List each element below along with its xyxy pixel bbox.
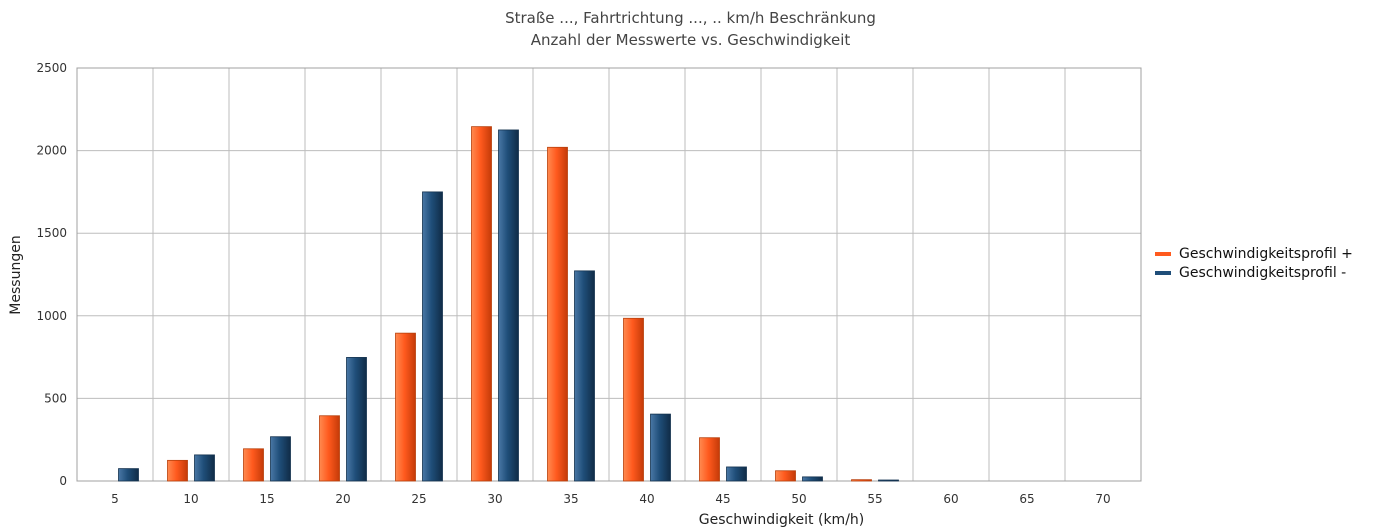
legend-label-minus: Geschwindigkeitsprofil - <box>1179 264 1347 281</box>
chart-subtitle: Anzahl der Messwerte vs. Geschwindigkeit <box>530 31 851 49</box>
legend-swatch-minus <box>1155 270 1171 275</box>
legend-item-minus: Geschwindigkeitsprofil - <box>1155 263 1353 282</box>
bar-minus <box>270 436 291 482</box>
bar-minus <box>802 476 823 482</box>
y-tick-label: 1000 <box>36 309 67 323</box>
bar-plus <box>319 415 340 482</box>
x-tick-label: 70 <box>1095 492 1110 506</box>
legend-swatch-plus <box>1155 251 1171 256</box>
bar-minus <box>194 454 215 482</box>
bar-plus <box>395 332 416 482</box>
bar-minus <box>498 129 519 482</box>
legend-item-plus: Geschwindigkeitsprofil + <box>1155 244 1353 263</box>
plot-frame <box>76 67 1142 482</box>
bar-minus <box>726 466 747 482</box>
x-tick-label: 25 <box>411 492 426 506</box>
bar-minus <box>118 468 139 482</box>
y-tick-label: 2500 <box>36 61 67 75</box>
y-tick-label: 0 <box>59 474 67 488</box>
x-tick-label: 5 <box>111 492 119 506</box>
bar-minus <box>650 413 671 482</box>
x-tick-label: 50 <box>791 492 806 506</box>
bar-plus <box>851 479 872 482</box>
bar-minus <box>346 357 367 482</box>
bar-minus <box>422 191 443 482</box>
bar-plus <box>243 448 264 482</box>
chart-title: Straße ..., Fahrtrichtung ..., .. km/h B… <box>505 9 876 27</box>
x-tick-label: 45 <box>715 492 730 506</box>
y-tick-label: 1500 <box>36 226 67 240</box>
x-tick-label: 15 <box>259 492 274 506</box>
x-tick-label: 40 <box>639 492 654 506</box>
x-tick-label: 10 <box>183 492 198 506</box>
y-tick-label: 500 <box>44 391 67 405</box>
legend-label-plus: Geschwindigkeitsprofil + <box>1179 245 1353 262</box>
legend: Geschwindigkeitsprofil + Geschwindigkeit… <box>1155 244 1353 282</box>
bar-plus <box>167 459 188 482</box>
x-tick-label: 30 <box>487 492 502 506</box>
x-tick-label: 55 <box>867 492 882 506</box>
bar-plus <box>547 146 568 482</box>
bar-plus <box>775 470 796 482</box>
y-tick-label: 2000 <box>36 144 67 158</box>
x-tick-label: 35 <box>563 492 578 506</box>
x-tick-label: 60 <box>943 492 958 506</box>
x-tick-label: 20 <box>335 492 350 506</box>
bar-plus <box>471 126 492 482</box>
bar-plus <box>623 317 644 482</box>
x-tick-label: 65 <box>1019 492 1034 506</box>
bar-minus <box>878 479 899 482</box>
bar-minus <box>574 270 595 482</box>
y-axis-label: Messungen <box>8 235 24 315</box>
bar-plus <box>699 437 720 482</box>
x-axis-label: Geschwindigkeit (km/h) <box>698 512 865 528</box>
